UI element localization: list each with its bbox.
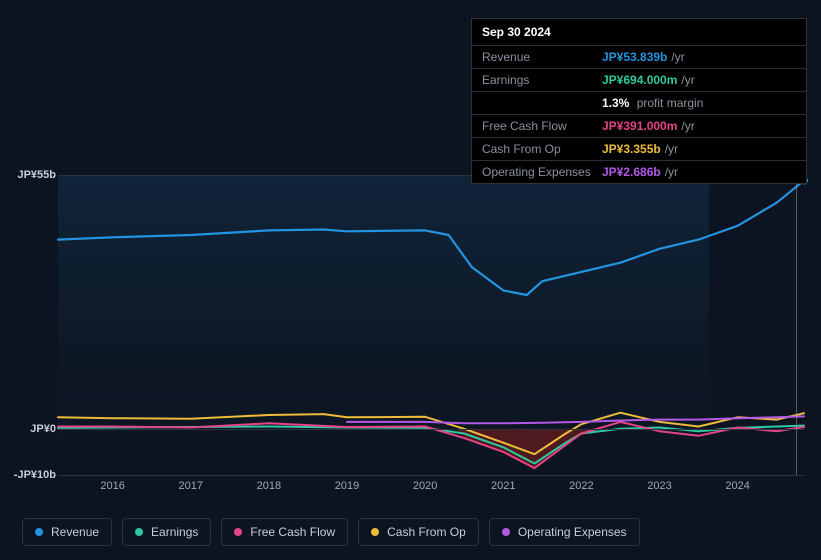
profit-margin-label: profit margin	[637, 96, 704, 110]
tooltip-row: Operating ExpensesJP¥2.686b/yr	[472, 160, 806, 183]
tooltip-row-unit: /yr	[681, 73, 694, 87]
x-axis-tick: 2022	[569, 480, 593, 492]
legend-item[interactable]: Operating Expenses	[489, 518, 640, 546]
legend-label: Free Cash Flow	[250, 525, 335, 539]
legend-color-dot	[502, 528, 510, 536]
tooltip-row-label: Earnings	[482, 73, 602, 87]
x-axis-tick: 2017	[179, 480, 203, 492]
tooltip-row-unit: /yr	[681, 119, 694, 133]
x-axis-tick: 2024	[725, 480, 749, 492]
y-gridline	[58, 429, 804, 430]
y-axis-label: -JP¥10b	[0, 469, 56, 481]
x-axis-tick: 2021	[491, 480, 515, 492]
tooltip-row-value: JP¥3.355b	[602, 142, 661, 156]
legend-label: Earnings	[151, 525, 198, 539]
legend-label: Operating Expenses	[518, 525, 627, 539]
tooltip-row: RevenueJP¥53.839b/yr	[472, 45, 806, 68]
legend-color-dot	[371, 528, 379, 536]
chart-area: JP¥55bJP¥0-JP¥10b	[18, 175, 804, 475]
tooltip-row-unit: /yr	[665, 165, 678, 179]
y-axis-label: JP¥55b	[0, 169, 56, 181]
x-axis-tick: 2020	[413, 480, 437, 492]
legend-label: Revenue	[51, 525, 99, 539]
legend-item[interactable]: Earnings	[122, 518, 211, 546]
profit-margin-value: 1.3%	[602, 96, 629, 110]
current-date-line	[796, 175, 797, 475]
series-line	[58, 181, 804, 296]
tooltip-profit-margin: 1.3% profit margin	[472, 91, 806, 114]
tooltip-row-label: Operating Expenses	[482, 165, 602, 179]
y-gridline	[58, 475, 804, 476]
tooltip-row: EarningsJP¥694.000m/yr	[472, 68, 806, 91]
legend-label: Cash From Op	[387, 525, 466, 539]
y-axis-label: JP¥0	[0, 423, 56, 435]
tooltip-row-unit: /yr	[671, 50, 684, 64]
tooltip-row-value: JP¥391.000m	[602, 119, 677, 133]
tooltip-row-label: Cash From Op	[482, 142, 602, 156]
tooltip-row-label: Free Cash Flow	[482, 119, 602, 133]
tooltip-row-label: Revenue	[482, 50, 602, 64]
legend-color-dot	[35, 528, 43, 536]
legend-item[interactable]: Cash From Op	[358, 518, 479, 546]
series-line	[58, 426, 804, 464]
x-axis-tick: 2023	[647, 480, 671, 492]
chart-svg	[58, 175, 804, 475]
x-axis-tick: 2016	[100, 480, 124, 492]
x-axis-tick: 2019	[335, 480, 359, 492]
legend-item[interactable]: Revenue	[22, 518, 112, 546]
tooltip-row: Free Cash FlowJP¥391.000m/yr	[472, 114, 806, 137]
tooltip-row-value: JP¥53.839b	[602, 50, 667, 64]
legend: Revenue Earnings Free Cash Flow Cash From O…	[22, 518, 640, 546]
tooltip-date: Sep 30 2024	[472, 19, 806, 45]
legend-color-dot	[135, 528, 143, 536]
tooltip-row-value: JP¥2.686b	[602, 165, 661, 179]
x-axis: 2016 2017 2018 2019 2020 2021 2022 2023 2024	[58, 480, 803, 496]
legend-item[interactable]: Free Cash Flow	[221, 518, 348, 546]
x-axis-tick: 2018	[257, 480, 281, 492]
tooltip-row: Cash From OpJP¥3.355b/yr	[472, 137, 806, 160]
tooltip-row-unit: /yr	[665, 142, 678, 156]
legend-color-dot	[234, 528, 242, 536]
chart-tooltip: Sep 30 2024 RevenueJP¥53.839b/yrEarnings…	[471, 18, 807, 184]
fcf-negative-fill	[456, 429, 597, 468]
tooltip-row-value: JP¥694.000m	[602, 73, 677, 87]
